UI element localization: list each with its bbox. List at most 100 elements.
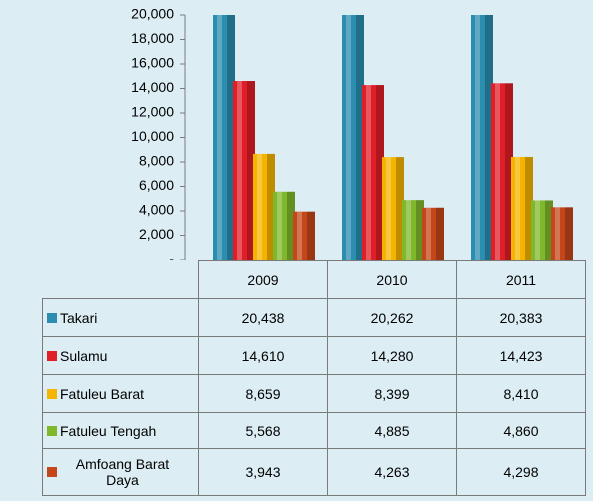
data-row: Fatuleu Tengah 5,568 4,885 4,860 xyxy=(42,412,586,449)
bar-shade xyxy=(376,85,384,260)
x-tick-label: 2011 xyxy=(456,260,586,299)
x-tick-label: 2009 xyxy=(198,260,328,299)
legend-label: Amfoang Barat Daya xyxy=(75,456,170,488)
bar-shade xyxy=(505,83,513,260)
bar xyxy=(362,85,384,260)
legend-entry: Takari xyxy=(42,298,199,337)
bar-shine xyxy=(217,15,222,260)
legend-swatch xyxy=(47,388,57,399)
legend-entry: Sulamu xyxy=(42,336,199,375)
value-label: 5,568 xyxy=(198,412,328,449)
bar xyxy=(531,200,553,260)
data-table: 2009 2010 2011 Takari 20,438 20,262 20,383 Sula… xyxy=(42,260,586,496)
bars xyxy=(213,15,573,260)
y-tick-label: 16,000 xyxy=(131,55,174,71)
bar xyxy=(293,211,315,260)
bar-shine xyxy=(386,157,391,260)
value-label: 4,860 xyxy=(456,412,586,449)
x-tick-label: 2010 xyxy=(327,260,457,299)
header-row: 2009 2010 2011 xyxy=(42,260,586,299)
value-label: 20,262 xyxy=(327,298,457,337)
legend-swatch xyxy=(47,466,57,477)
plot: - 2,000 4,000 6,000 8,000 10,000 12,000 14,000 1… xyxy=(131,6,573,260)
y-tick-label: - xyxy=(169,251,174,260)
legend-label: Takari xyxy=(60,310,98,327)
legend-label: Fatuleu Tengah xyxy=(60,423,157,440)
bar-shine xyxy=(277,191,282,260)
value-label: 3,943 xyxy=(198,448,328,496)
value-label: 14,423 xyxy=(456,336,586,375)
bar-shade xyxy=(396,157,404,260)
bar-shine xyxy=(555,207,560,260)
y-tick-label: 14,000 xyxy=(131,79,174,95)
bar-shine xyxy=(426,207,431,260)
data-row: Sulamu 14,610 14,280 14,423 xyxy=(42,336,586,375)
blank-cell xyxy=(42,260,199,299)
value-label: 14,610 xyxy=(198,336,328,375)
y-tick-label: 18,000 xyxy=(131,30,174,46)
bar xyxy=(422,207,444,260)
value-label: 4,298 xyxy=(456,448,586,496)
bar xyxy=(253,153,275,260)
legend-swatch xyxy=(47,350,57,361)
legend-label: Fatuleu Barat xyxy=(60,386,145,403)
bar-shade xyxy=(267,153,275,260)
bar xyxy=(233,81,255,260)
bar-shade xyxy=(525,156,533,260)
bar-shade xyxy=(416,200,424,260)
y-tick-label: 12,000 xyxy=(131,104,174,120)
bar-shine xyxy=(237,81,242,260)
value-label: 20,438 xyxy=(198,298,328,337)
bar-shade xyxy=(227,15,235,260)
bar xyxy=(402,200,424,260)
bar xyxy=(342,15,364,260)
legend-swatch xyxy=(47,425,57,436)
y-tick-label: 2,000 xyxy=(139,226,174,242)
y-tick-label: 4,000 xyxy=(139,202,174,218)
bar-shade xyxy=(485,15,493,260)
y-tick-label: 6,000 xyxy=(139,177,174,193)
bar-shine xyxy=(297,211,302,260)
bar-shade xyxy=(545,200,553,260)
bar xyxy=(491,83,513,260)
legend-label: Sulamu xyxy=(60,348,108,365)
bar-shine xyxy=(535,200,540,260)
legend-entry: Amfoang Barat Daya xyxy=(42,448,199,496)
bar-shade xyxy=(565,207,573,260)
bar-shine xyxy=(257,153,262,260)
value-label: 4,885 xyxy=(327,412,457,449)
legend-entry: Fatuleu Tengah xyxy=(42,412,199,449)
bar-shine xyxy=(406,200,411,260)
bar-shade xyxy=(287,191,295,260)
bar xyxy=(213,15,235,260)
y-tick-label: 8,000 xyxy=(139,153,174,169)
bar-shade xyxy=(356,15,364,260)
data-row: Amfoang Barat Daya 3,943 4,263 4,298 xyxy=(42,448,586,496)
value-label: 14,280 xyxy=(327,336,457,375)
data-row: Takari 20,438 20,262 20,383 xyxy=(42,298,586,337)
bar xyxy=(471,15,493,260)
value-label: 8,410 xyxy=(456,374,586,413)
data-row: Fatuleu Barat 8,659 8,399 8,410 xyxy=(42,374,586,413)
bar-shine xyxy=(515,156,520,260)
legend-entry: Fatuleu Barat xyxy=(42,374,199,413)
y-tick-label: 10,000 xyxy=(131,128,174,144)
bar xyxy=(511,156,533,260)
bar-shine xyxy=(366,85,371,260)
bar xyxy=(382,157,404,260)
bar-shine xyxy=(475,15,480,260)
bar xyxy=(273,191,295,260)
value-label: 8,659 xyxy=(198,374,328,413)
bar-shade xyxy=(436,207,444,260)
bar-shine xyxy=(495,83,500,260)
bar-shade xyxy=(307,211,315,260)
bar-shade xyxy=(247,81,255,260)
value-label: 20,383 xyxy=(456,298,586,337)
bar xyxy=(551,207,573,260)
value-label: 8,399 xyxy=(327,374,457,413)
legend-swatch xyxy=(47,312,57,323)
value-label: 4,263 xyxy=(327,448,457,496)
bar-shine xyxy=(346,15,351,260)
y-tick-label: 20,000 xyxy=(131,6,174,22)
